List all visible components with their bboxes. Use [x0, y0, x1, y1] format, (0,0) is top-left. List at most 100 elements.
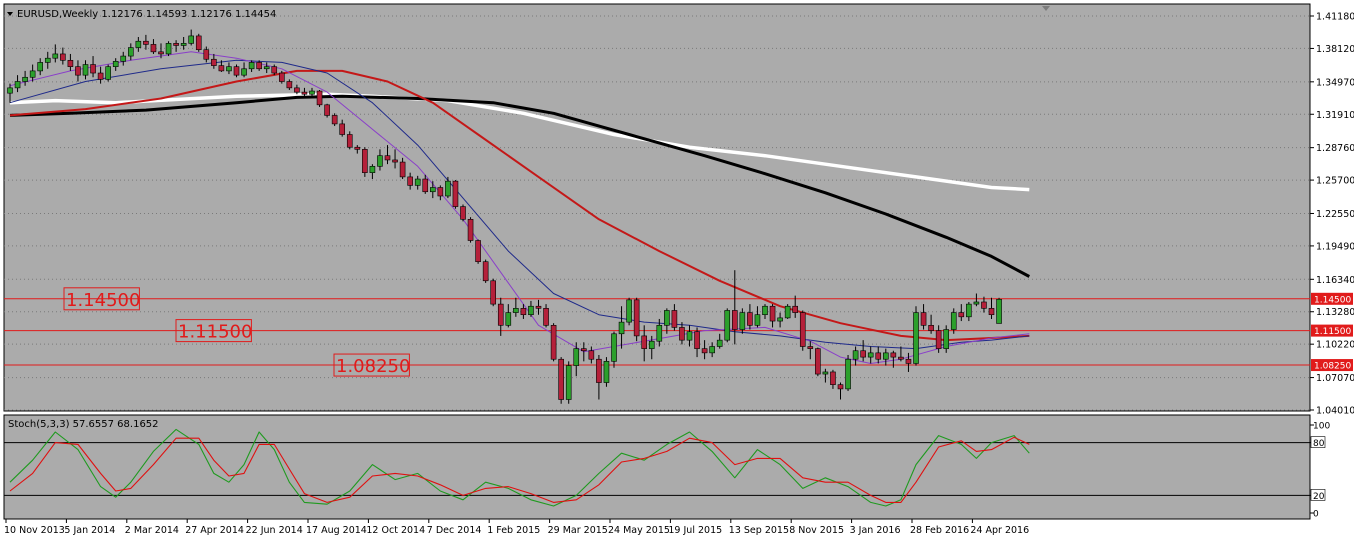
bull-candle	[822, 371, 829, 375]
bear-candle	[837, 384, 844, 390]
dropdown-triangle-icon[interactable]	[7, 12, 13, 16]
stochastic-lines	[4, 428, 1310, 507]
bear-candle	[701, 348, 708, 354]
bear-candle	[747, 312, 753, 326]
price-tick-label: 1.22550	[1316, 209, 1354, 220]
price-tick-label: 1.04010	[1316, 406, 1354, 417]
price-tick-label: 1.10220	[1316, 340, 1354, 351]
bull-candle	[724, 310, 731, 341]
bull-candle	[263, 66, 270, 70]
time-tick-label: 24 Apr 2016	[970, 525, 1029, 536]
time-tick-label: 24 May 2015	[608, 525, 670, 536]
level-label-box	[175, 319, 252, 343]
bear-candle	[143, 40, 149, 45]
moving-average-line	[9, 94, 1031, 278]
bull-candle	[845, 358, 851, 390]
bear-candle	[935, 330, 942, 349]
bear-candle	[928, 325, 934, 331]
bull-candle	[22, 76, 28, 82]
bear-candle	[981, 301, 987, 309]
bear-candle	[384, 155, 391, 161]
bull-candle	[241, 68, 247, 76]
bear-candle	[792, 305, 799, 313]
bear-candle	[90, 64, 96, 74]
bull-candle	[867, 352, 874, 358]
time-tick-label: 5 Jan 2014	[64, 525, 115, 536]
bull-candle	[505, 312, 512, 326]
bear-candle	[482, 261, 489, 282]
bear-candle	[324, 104, 330, 116]
stoch-tick-label: 100	[1313, 422, 1330, 432]
price-tick-label: 1.19490	[1316, 241, 1354, 252]
price-tick-label: 1.28760	[1316, 143, 1354, 154]
level-label: 1.11500	[178, 322, 252, 343]
bull-candle	[913, 312, 919, 364]
stoch-tick-label: 20	[1313, 492, 1325, 502]
bear-candle	[860, 350, 866, 358]
bear-candle	[422, 178, 429, 193]
bear-candle	[799, 312, 806, 347]
bull-candle	[135, 40, 142, 48]
time-tick-label: 17 Aug 2014	[306, 525, 367, 536]
level-price-tag-label: 1.08250	[1314, 362, 1351, 372]
bull-candle	[369, 166, 376, 173]
bear-candle	[346, 134, 353, 148]
bear-candle	[354, 146, 361, 150]
time-tick-label: 13 Sep 2015	[729, 525, 789, 536]
level-price-tag-label: 1.14500	[1314, 295, 1351, 305]
bear-candle	[905, 358, 912, 364]
time-tick-label: 28 Feb 2016	[910, 525, 969, 536]
bear-candle	[731, 310, 738, 330]
bear-candle	[830, 371, 836, 385]
bull-candle	[950, 312, 957, 330]
chart-shift-marker-icon[interactable]	[1042, 6, 1050, 11]
price-tick-label: 1.41180	[1316, 12, 1354, 23]
price-tick-label: 1.07070	[1316, 373, 1354, 384]
bear-candle	[158, 51, 164, 55]
level-label-box	[63, 287, 140, 311]
time-tick-label: 1 Feb 2015	[487, 525, 540, 536]
moving-average-line	[9, 92, 1030, 192]
bull-candle	[762, 305, 768, 316]
bull-candle	[82, 64, 89, 76]
level-price-tag	[1311, 324, 1353, 337]
candlesticks	[7, 29, 1002, 404]
level-price-tag	[1311, 359, 1353, 372]
bear-candle	[339, 123, 346, 135]
bear-candle	[331, 115, 338, 125]
bear-candle	[641, 335, 648, 349]
bear-candle	[543, 308, 549, 326]
chart-header: EURUSD,Weekly 1.12176 1.14593 1.12176 1.…	[7, 9, 276, 20]
stoch-level-tag	[1310, 436, 1326, 448]
bull-candle	[128, 47, 134, 57]
bear-candle	[460, 206, 466, 220]
bull-candle	[943, 329, 950, 349]
stochastic-pane[interactable]	[3, 414, 1311, 520]
bull-candle	[7, 87, 13, 94]
time-tick-label: 27 Apr 2014	[185, 525, 244, 536]
bear-candle	[211, 58, 217, 66]
bear-candle	[875, 352, 882, 360]
bear-candle	[580, 348, 587, 352]
bear-candle	[588, 350, 595, 360]
bull-candle	[996, 298, 1002, 324]
main-chart-pane[interactable]	[3, 3, 1311, 412]
stoch-tick-label: 80	[1313, 439, 1325, 449]
bull-candle	[777, 317, 783, 322]
bull-candle	[618, 321, 625, 335]
bull-candle	[603, 361, 610, 383]
bear-candle	[278, 72, 285, 82]
bull-candle	[573, 348, 580, 366]
bear-candle	[694, 331, 700, 349]
bull-candle	[784, 305, 791, 319]
bull-candle	[188, 35, 194, 44]
bear-candle	[399, 161, 406, 178]
bear-candle	[467, 219, 474, 241]
bear-candle	[520, 308, 527, 316]
bear-candle	[958, 312, 965, 318]
bear-candle	[671, 310, 678, 328]
bear-candle	[392, 159, 398, 163]
bear-candle	[596, 358, 602, 383]
